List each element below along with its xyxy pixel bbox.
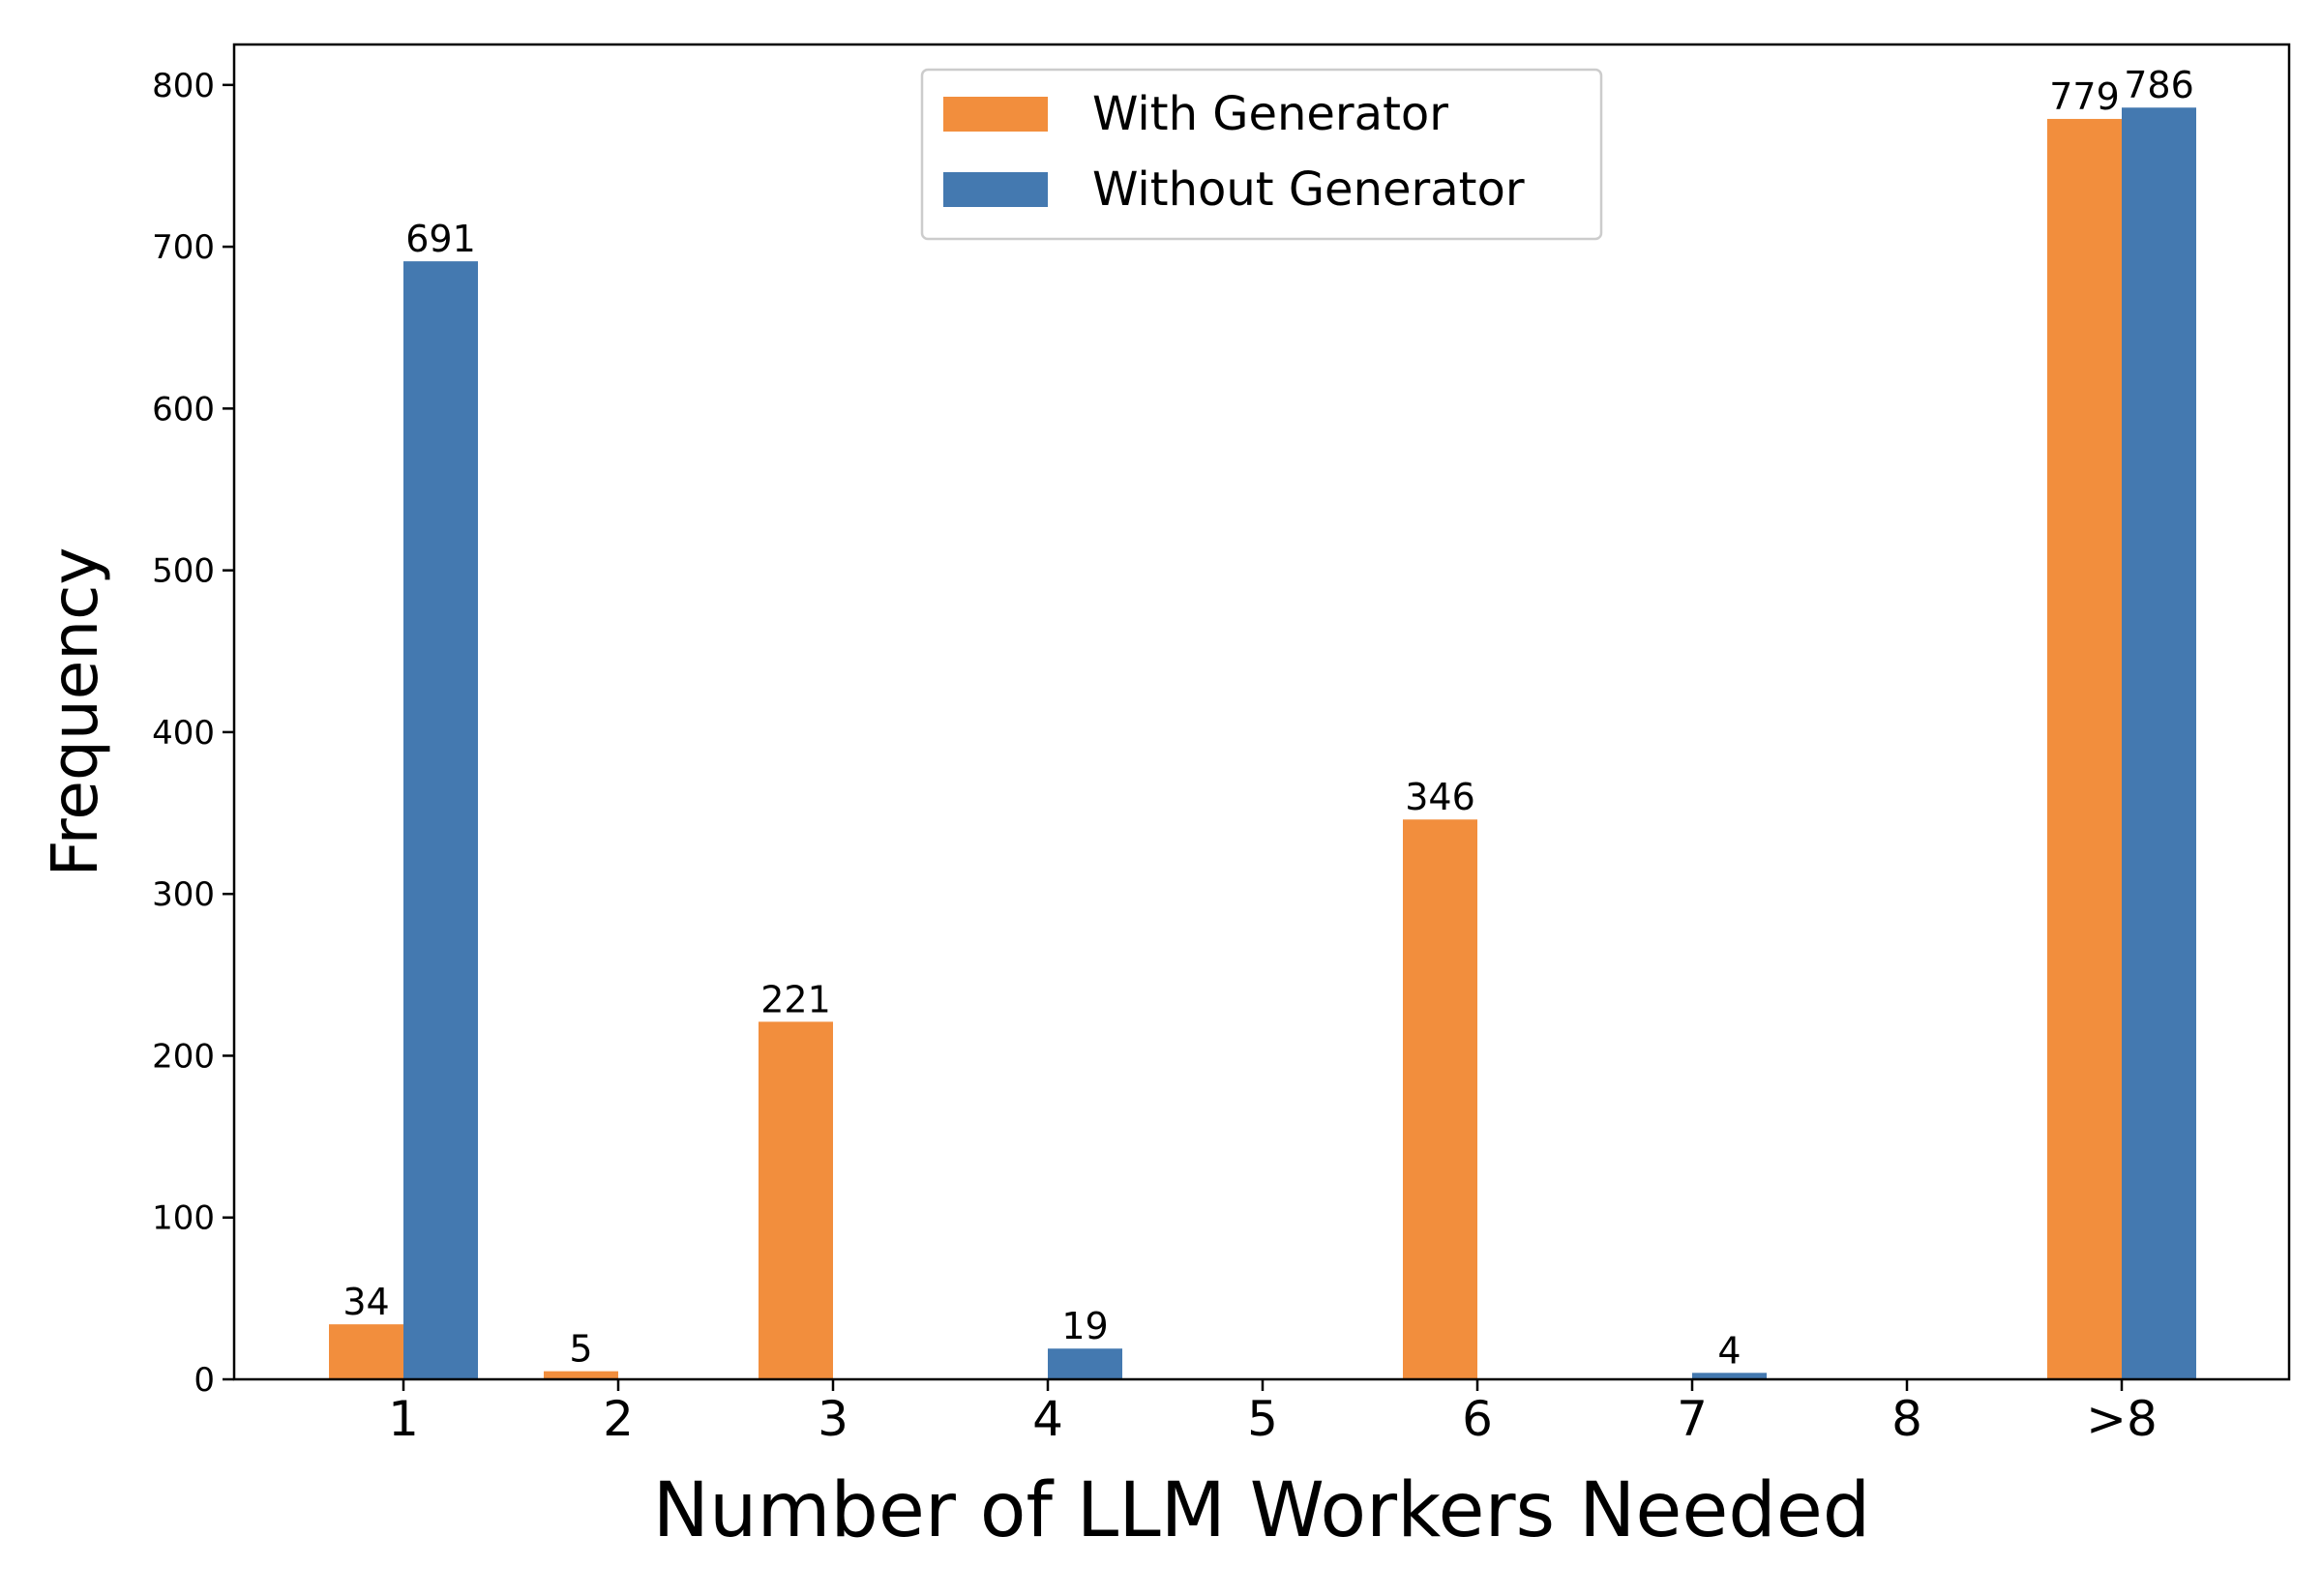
data-label-without-generator-0: 691 <box>405 218 476 260</box>
data-label-with-generator-0: 34 <box>342 1281 389 1323</box>
x-tick-label: 1 <box>388 1391 419 1447</box>
data-label-with-generator-1: 5 <box>569 1328 592 1371</box>
bar-with-generator-8 <box>2047 118 2122 1380</box>
y-axis-label: Frequency <box>38 547 112 877</box>
legend: With Generator Without Generator <box>920 68 1603 241</box>
x-tick-label: 3 <box>818 1391 848 1447</box>
plot-frame <box>232 43 2291 1381</box>
legend-label-without-generator: Without Generator <box>1092 163 1525 217</box>
bar-without-generator-8 <box>2122 107 2196 1380</box>
x-tick-label: 6 <box>1462 1391 1493 1447</box>
bar-with-generator-5 <box>1403 819 1477 1379</box>
x-tick-label: 5 <box>1247 1391 1278 1447</box>
y-tick-label: 400 <box>152 714 215 753</box>
x-axis: 1 2 3 4 5 6 7 8 >8 <box>388 1379 2158 1447</box>
y-axis: 0 100 200 300 400 500 600 700 800 <box>152 67 234 1400</box>
bar-without-generator-0 <box>403 261 478 1379</box>
data-label-with-generator-2: 221 <box>760 978 831 1020</box>
y-tick-label: 300 <box>152 875 215 914</box>
bars-group <box>329 107 2196 1380</box>
data-label-without-generator-6: 4 <box>1717 1329 1741 1372</box>
legend-swatch-with-generator <box>943 97 1048 132</box>
data-label-with-generator-5: 346 <box>1405 776 1475 818</box>
y-tick-label: 100 <box>152 1199 215 1238</box>
y-tick-label: 500 <box>152 552 215 591</box>
y-tick-label: 0 <box>194 1361 215 1400</box>
data-label-with-generator-8: 779 <box>2049 75 2120 118</box>
x-tick-label: >8 <box>2086 1391 2158 1447</box>
x-tick-label: 7 <box>1677 1391 1708 1447</box>
bar-without-generator-3 <box>1048 1348 1122 1379</box>
bar-without-generator-6 <box>1692 1373 1767 1379</box>
data-label-without-generator-3: 19 <box>1061 1305 1108 1347</box>
bar-with-generator-1 <box>544 1371 618 1379</box>
y-tick-label: 200 <box>152 1037 215 1076</box>
x-axis-label: Number of LLM Workers Needed <box>653 1467 1871 1554</box>
legend-label-with-generator: With Generator <box>1092 87 1448 141</box>
x-tick-label: 4 <box>1032 1391 1063 1447</box>
y-tick-label: 800 <box>152 67 215 105</box>
bar-with-generator-0 <box>329 1324 403 1379</box>
bar-with-generator-2 <box>759 1021 833 1379</box>
legend-box <box>920 68 1603 241</box>
x-tick-label: 2 <box>603 1391 634 1447</box>
data-labels-group: 34 5 221 346 779 691 19 4 786 <box>342 64 2193 1372</box>
legend-swatch-without-generator <box>943 172 1048 207</box>
y-tick-label: 700 <box>152 228 215 267</box>
data-label-without-generator-8: 786 <box>2124 64 2194 106</box>
y-tick-label: 600 <box>152 390 215 429</box>
x-tick-label: 8 <box>1891 1391 1922 1447</box>
